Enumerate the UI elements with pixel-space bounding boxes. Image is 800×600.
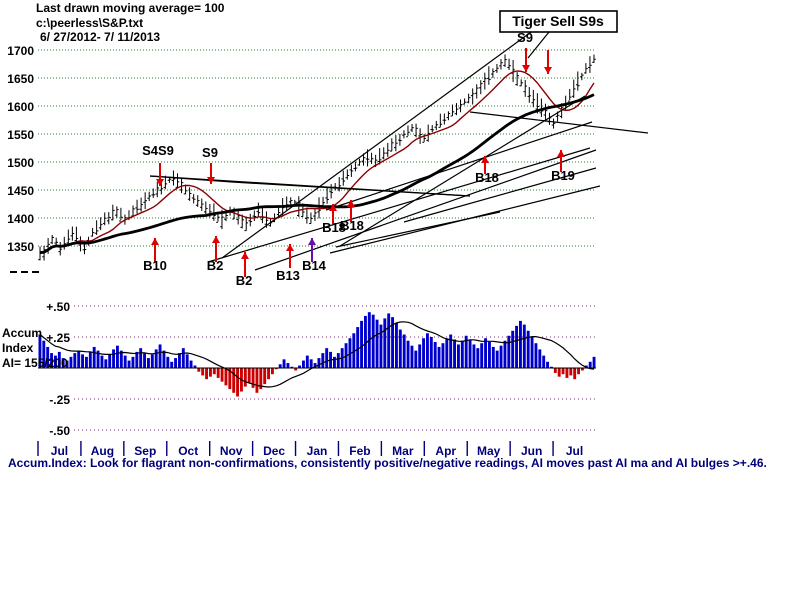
signal-arrow-b18 [481,156,489,174]
signal-label-b10: B10 [143,258,167,273]
signal-label-b2: B2 [207,258,224,273]
month-label-sep-2: Sep [134,444,156,458]
signal-label-b13: B13 [276,268,300,283]
signal-arrow-callout-0 [544,50,552,74]
signal-label-b19: B19 [551,168,575,183]
signal-label-b18: B18 [340,218,364,233]
month-label-feb-7: Feb [349,444,370,458]
signal-label-s4s9: S4S9 [142,143,174,158]
accum-index-footnote: Accum.Index: Look for flagrant non-confi… [8,456,767,470]
signal-arrow-s9 [522,48,530,72]
month-label-may-10: May [477,444,501,458]
month-label-apr-9: Apr [435,444,456,458]
accum-index-bars [38,312,596,397]
month-label-oct-3: Oct [178,444,198,458]
signal-label-b18: B18 [322,220,346,235]
month-label-aug-1: Aug [91,444,114,458]
accum-y-label: +.50 [46,300,70,314]
price-y-label: 1650 [7,72,34,86]
accum-title-line1: Accum [2,326,42,340]
signal-arrow-b2 [241,252,249,277]
signal-arrow-b18 [347,200,355,222]
signal-label-b18: B18 [475,170,499,185]
signal-arrow-b2 [212,236,220,262]
long-moving-average-line [39,93,595,255]
accum-y-axis-labels: +.50 +.25 -.25 -.50 [46,300,70,438]
price-y-label: 1350 [7,240,34,254]
signal-arrow-b18 [329,204,337,224]
price-y-label: 1450 [7,184,34,198]
month-axis: Jul Aug Sep Oct Nov Dec Jan Feb Mar Apr May Jun Jul [37,441,583,458]
signal-label-b14: B14 [302,258,327,273]
accum-gridlines [74,305,596,431]
month-label-jul-0: Jul [51,444,68,458]
month-label-nov-4: Nov [220,444,243,458]
month-label-dec-5: Dec [263,444,285,458]
accum-y-label: -.50 [49,424,70,438]
month-label-jul-12: Jul [566,444,583,458]
signal-label-b2: B2 [236,273,253,288]
short-moving-average-line [39,70,595,254]
accum-title-line2: Index [2,341,34,355]
signal-arrow-s9 [207,163,215,184]
trendlines [149,15,649,271]
file-path-header: c:\peerless\S&P.txt [36,16,144,30]
accum-y-label: -.25 [49,393,70,407]
signal-arrow-b13 [286,244,294,268]
price-ohlc-bars [38,54,596,261]
price-y-label: 1500 [7,156,34,170]
moving-average-header: Last drawn moving average= 100 [36,1,225,15]
signal-arrow-s4s9 [156,163,164,186]
signal-arrow-b14 [308,238,316,262]
month-label-mar-8: Mar [392,444,414,458]
price-y-axis-labels: 1700 1650 1600 1550 1500 1450 1400 1350 [7,44,34,254]
month-label-jun-11: Jun [521,444,542,458]
price-y-label: 1550 [7,128,34,142]
tiger-sell-callout: Tiger Sell S9s [499,10,618,59]
price-y-label: 1700 [7,44,34,58]
signal-label-s9: S9 [517,30,533,45]
callout-label: Tiger Sell S9s [512,13,604,29]
price-y-label: 1600 [7,100,34,114]
signal-arrow-b19 [557,150,565,172]
accum-y-label: +.25 [46,331,70,345]
accum-index-moving-average [39,321,595,388]
month-label-jan-6: Jan [307,444,328,458]
price-y-label: 1400 [7,212,34,226]
signal-label-s9: S9 [202,145,218,160]
signal-arrow-b10 [151,238,159,262]
date-range-header: 6/ 27/2012- 7/ 11/2013 [40,30,161,44]
accum-reading: AI= 155/200 [2,356,68,370]
